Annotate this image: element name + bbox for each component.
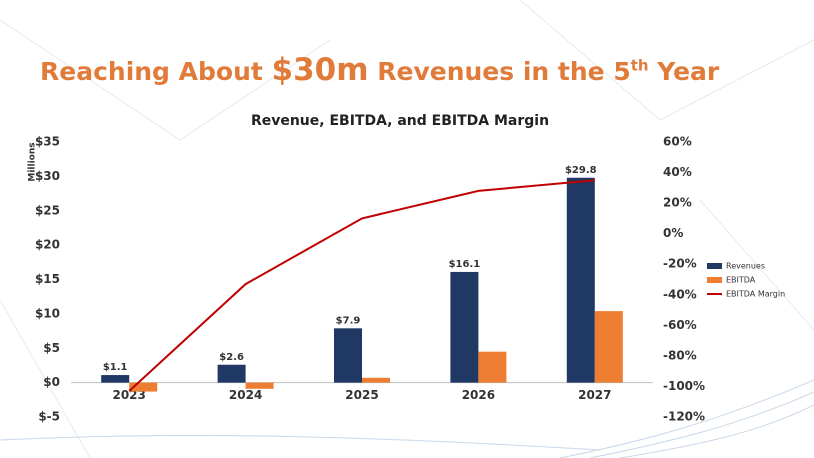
bar [217,364,246,383]
x-tick-label: 2024 [229,388,262,402]
title-text: Reaching About [40,57,272,86]
title-superscript: th [630,56,649,75]
title-text: Revenues in the 5 [368,57,631,86]
bar [478,351,507,383]
margin-line [128,179,595,392]
y2-tick-label: -60% [663,318,697,332]
bar [594,311,623,383]
y-tick-label: $0 [43,375,60,389]
value-label: $16.1 [449,259,481,270]
y2-tick-label: 0% [663,226,683,240]
value-label: $29.8 [565,165,597,176]
x-tick-label: 2025 [345,388,378,402]
y-tick-label: $30 [35,169,60,183]
bar [101,375,130,383]
y2-tick-label: -80% [663,348,697,362]
y-tick-label: $35 [35,135,60,149]
value-label: $1.1 [103,362,128,373]
legend-label: EBITDA [726,276,756,285]
y2-tick-label: 20% [663,196,692,210]
x-tick-label: 2026 [462,388,495,402]
y2-tick-label: -100% [663,379,705,393]
x-tick-label: 2027 [578,388,611,402]
y-tick-label: $10 [35,306,60,320]
y2-tick-label: -40% [663,287,697,301]
bar [362,377,390,383]
bar [566,177,595,383]
y-axis-label: Millions [28,142,38,181]
value-label: $2.6 [219,352,244,363]
bar [129,382,158,392]
slide-title: Reaching About $30m Revenues in the 5th … [40,52,719,88]
chart-title: Revenue, EBITDA, and EBITDA Margin [251,113,549,129]
y2-tick-label: -20% [663,257,697,271]
legend-label: Revenues [726,262,765,271]
value-label: $7.9 [336,315,361,326]
title-highlight: $30m [271,52,369,88]
y-tick-label: $5 [43,341,60,355]
y-tick-label: $20 [35,238,60,252]
y2-tick-label: -120% [663,410,705,424]
bar [334,328,362,383]
y-tick-label: $15 [35,272,60,286]
bar [245,382,274,389]
y2-tick-label: 60% [663,135,692,149]
legend-swatch [707,277,722,283]
y-tick-label: $-5 [38,410,60,424]
legend-swatch [707,263,722,269]
bar [450,271,479,383]
y-tick-label: $25 [35,203,60,217]
x-tick-label: 2023 [112,388,145,402]
legend-label: EBITDA Margin [726,290,785,299]
title-text: Year [648,57,720,86]
y2-tick-label: 40% [663,165,692,179]
